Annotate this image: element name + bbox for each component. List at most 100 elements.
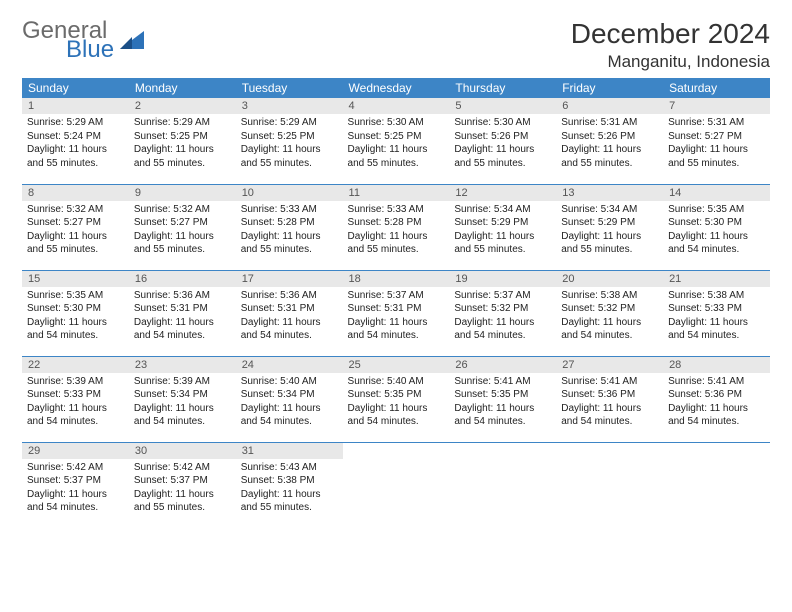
weekday-header: Saturday — [663, 78, 770, 98]
day-info: Sunrise: 5:40 AMSunset: 5:34 PMDaylight:… — [236, 373, 343, 433]
calendar-cell — [343, 442, 450, 528]
day-info-line: Sunset: 5:37 PM — [134, 474, 231, 488]
day-number: 11 — [343, 185, 450, 201]
day-number: 21 — [663, 271, 770, 287]
day-info: Sunrise: 5:34 AMSunset: 5:29 PMDaylight:… — [449, 201, 556, 261]
day-info: Sunrise: 5:41 AMSunset: 5:36 PMDaylight:… — [663, 373, 770, 433]
day-info-line: Sunrise: 5:37 AM — [348, 289, 445, 303]
day-info-line: and 54 minutes. — [134, 329, 231, 343]
calendar-cell: 22Sunrise: 5:39 AMSunset: 5:33 PMDayligh… — [22, 356, 129, 442]
day-info-line: Sunrise: 5:42 AM — [134, 461, 231, 475]
day-info-line: and 55 minutes. — [348, 243, 445, 257]
day-info-line: Sunset: 5:31 PM — [134, 302, 231, 316]
day-number: 22 — [22, 357, 129, 373]
day-info: Sunrise: 5:37 AMSunset: 5:31 PMDaylight:… — [343, 287, 450, 347]
day-info-line: Sunset: 5:28 PM — [348, 216, 445, 230]
day-info-line: Daylight: 11 hours — [241, 488, 338, 502]
day-info-line: Sunset: 5:31 PM — [348, 302, 445, 316]
calendar-cell: 4Sunrise: 5:30 AMSunset: 5:25 PMDaylight… — [343, 98, 450, 184]
day-info: Sunrise: 5:33 AMSunset: 5:28 PMDaylight:… — [343, 201, 450, 261]
day-info-line: Sunset: 5:36 PM — [561, 388, 658, 402]
calendar-cell: 9Sunrise: 5:32 AMSunset: 5:27 PMDaylight… — [129, 184, 236, 270]
calendar-row: 1Sunrise: 5:29 AMSunset: 5:24 PMDaylight… — [22, 98, 770, 184]
calendar-cell: 16Sunrise: 5:36 AMSunset: 5:31 PMDayligh… — [129, 270, 236, 356]
day-info-line: Sunrise: 5:36 AM — [241, 289, 338, 303]
calendar-body: 1Sunrise: 5:29 AMSunset: 5:24 PMDaylight… — [22, 98, 770, 528]
title-block: December 2024 Manganitu, Indonesia — [571, 18, 770, 72]
calendar-cell: 27Sunrise: 5:41 AMSunset: 5:36 PMDayligh… — [556, 356, 663, 442]
day-info: Sunrise: 5:29 AMSunset: 5:25 PMDaylight:… — [129, 114, 236, 174]
day-info: Sunrise: 5:30 AMSunset: 5:26 PMDaylight:… — [449, 114, 556, 174]
day-info-line: Sunrise: 5:40 AM — [241, 375, 338, 389]
day-info: Sunrise: 5:38 AMSunset: 5:33 PMDaylight:… — [663, 287, 770, 347]
day-info-line: Sunrise: 5:43 AM — [241, 461, 338, 475]
weekday-header: Sunday — [22, 78, 129, 98]
day-number: 4 — [343, 98, 450, 114]
day-number: 2 — [129, 98, 236, 114]
day-info-line: Sunrise: 5:42 AM — [27, 461, 124, 475]
day-number: 20 — [556, 271, 663, 287]
weekday-header: Tuesday — [236, 78, 343, 98]
calendar-head: SundayMondayTuesdayWednesdayThursdayFrid… — [22, 78, 770, 98]
day-info: Sunrise: 5:33 AMSunset: 5:28 PMDaylight:… — [236, 201, 343, 261]
day-number: 18 — [343, 271, 450, 287]
day-info: Sunrise: 5:36 AMSunset: 5:31 PMDaylight:… — [129, 287, 236, 347]
day-info-line: Sunset: 5:36 PM — [668, 388, 765, 402]
day-number: 5 — [449, 98, 556, 114]
day-info-line: Sunset: 5:38 PM — [241, 474, 338, 488]
calendar-row: 22Sunrise: 5:39 AMSunset: 5:33 PMDayligh… — [22, 356, 770, 442]
day-info-line: Sunset: 5:27 PM — [134, 216, 231, 230]
weekday-header: Monday — [129, 78, 236, 98]
day-info-line: and 54 minutes. — [348, 415, 445, 429]
day-number: 27 — [556, 357, 663, 373]
day-info: Sunrise: 5:37 AMSunset: 5:32 PMDaylight:… — [449, 287, 556, 347]
day-info-line: and 55 minutes. — [561, 157, 658, 171]
day-info-line: and 55 minutes. — [668, 157, 765, 171]
day-info-line: Daylight: 11 hours — [27, 143, 124, 157]
day-info: Sunrise: 5:39 AMSunset: 5:33 PMDaylight:… — [22, 373, 129, 433]
day-info-line: Sunset: 5:33 PM — [668, 302, 765, 316]
day-info-line: Daylight: 11 hours — [241, 143, 338, 157]
calendar-cell: 21Sunrise: 5:38 AMSunset: 5:33 PMDayligh… — [663, 270, 770, 356]
calendar-row: 15Sunrise: 5:35 AMSunset: 5:30 PMDayligh… — [22, 270, 770, 356]
calendar-cell: 10Sunrise: 5:33 AMSunset: 5:28 PMDayligh… — [236, 184, 343, 270]
day-info-line: Sunset: 5:34 PM — [241, 388, 338, 402]
header: General Blue December 2024 Manganitu, In… — [22, 18, 770, 72]
day-info-line: Sunrise: 5:33 AM — [348, 203, 445, 217]
day-info: Sunrise: 5:29 AMSunset: 5:24 PMDaylight:… — [22, 114, 129, 174]
day-info-line: Sunset: 5:32 PM — [561, 302, 658, 316]
calendar-cell: 14Sunrise: 5:35 AMSunset: 5:30 PMDayligh… — [663, 184, 770, 270]
day-info-line: Daylight: 11 hours — [27, 488, 124, 502]
day-number: 14 — [663, 185, 770, 201]
day-info-line: Sunset: 5:28 PM — [241, 216, 338, 230]
day-number: 29 — [22, 443, 129, 459]
day-info: Sunrise: 5:42 AMSunset: 5:37 PMDaylight:… — [129, 459, 236, 519]
day-info-line: Sunrise: 5:29 AM — [134, 116, 231, 130]
day-number: 17 — [236, 271, 343, 287]
day-number: 19 — [449, 271, 556, 287]
day-info-line: and 54 minutes. — [454, 415, 551, 429]
weekday-header: Thursday — [449, 78, 556, 98]
day-info-line: Sunrise: 5:41 AM — [668, 375, 765, 389]
day-info-line: and 55 minutes. — [454, 243, 551, 257]
day-number: 28 — [663, 357, 770, 373]
day-info-line: Daylight: 11 hours — [134, 488, 231, 502]
day-info-line: Daylight: 11 hours — [134, 143, 231, 157]
day-info-line: Daylight: 11 hours — [561, 230, 658, 244]
calendar-cell: 5Sunrise: 5:30 AMSunset: 5:26 PMDaylight… — [449, 98, 556, 184]
day-info-line: Daylight: 11 hours — [348, 143, 445, 157]
day-info-line: Sunrise: 5:40 AM — [348, 375, 445, 389]
day-info-line: Sunset: 5:33 PM — [27, 388, 124, 402]
day-info-line: Sunset: 5:29 PM — [561, 216, 658, 230]
day-info: Sunrise: 5:41 AMSunset: 5:36 PMDaylight:… — [556, 373, 663, 433]
weekday-header: Wednesday — [343, 78, 450, 98]
day-info-line: and 55 minutes. — [454, 157, 551, 171]
day-info-line: Sunrise: 5:35 AM — [27, 289, 124, 303]
logo: General Blue — [22, 18, 146, 62]
day-info-line: Sunrise: 5:31 AM — [668, 116, 765, 130]
day-info-line: Daylight: 11 hours — [668, 316, 765, 330]
day-info-line: Sunrise: 5:41 AM — [454, 375, 551, 389]
day-info-line: Sunrise: 5:41 AM — [561, 375, 658, 389]
weekday-header: Friday — [556, 78, 663, 98]
day-info: Sunrise: 5:34 AMSunset: 5:29 PMDaylight:… — [556, 201, 663, 261]
